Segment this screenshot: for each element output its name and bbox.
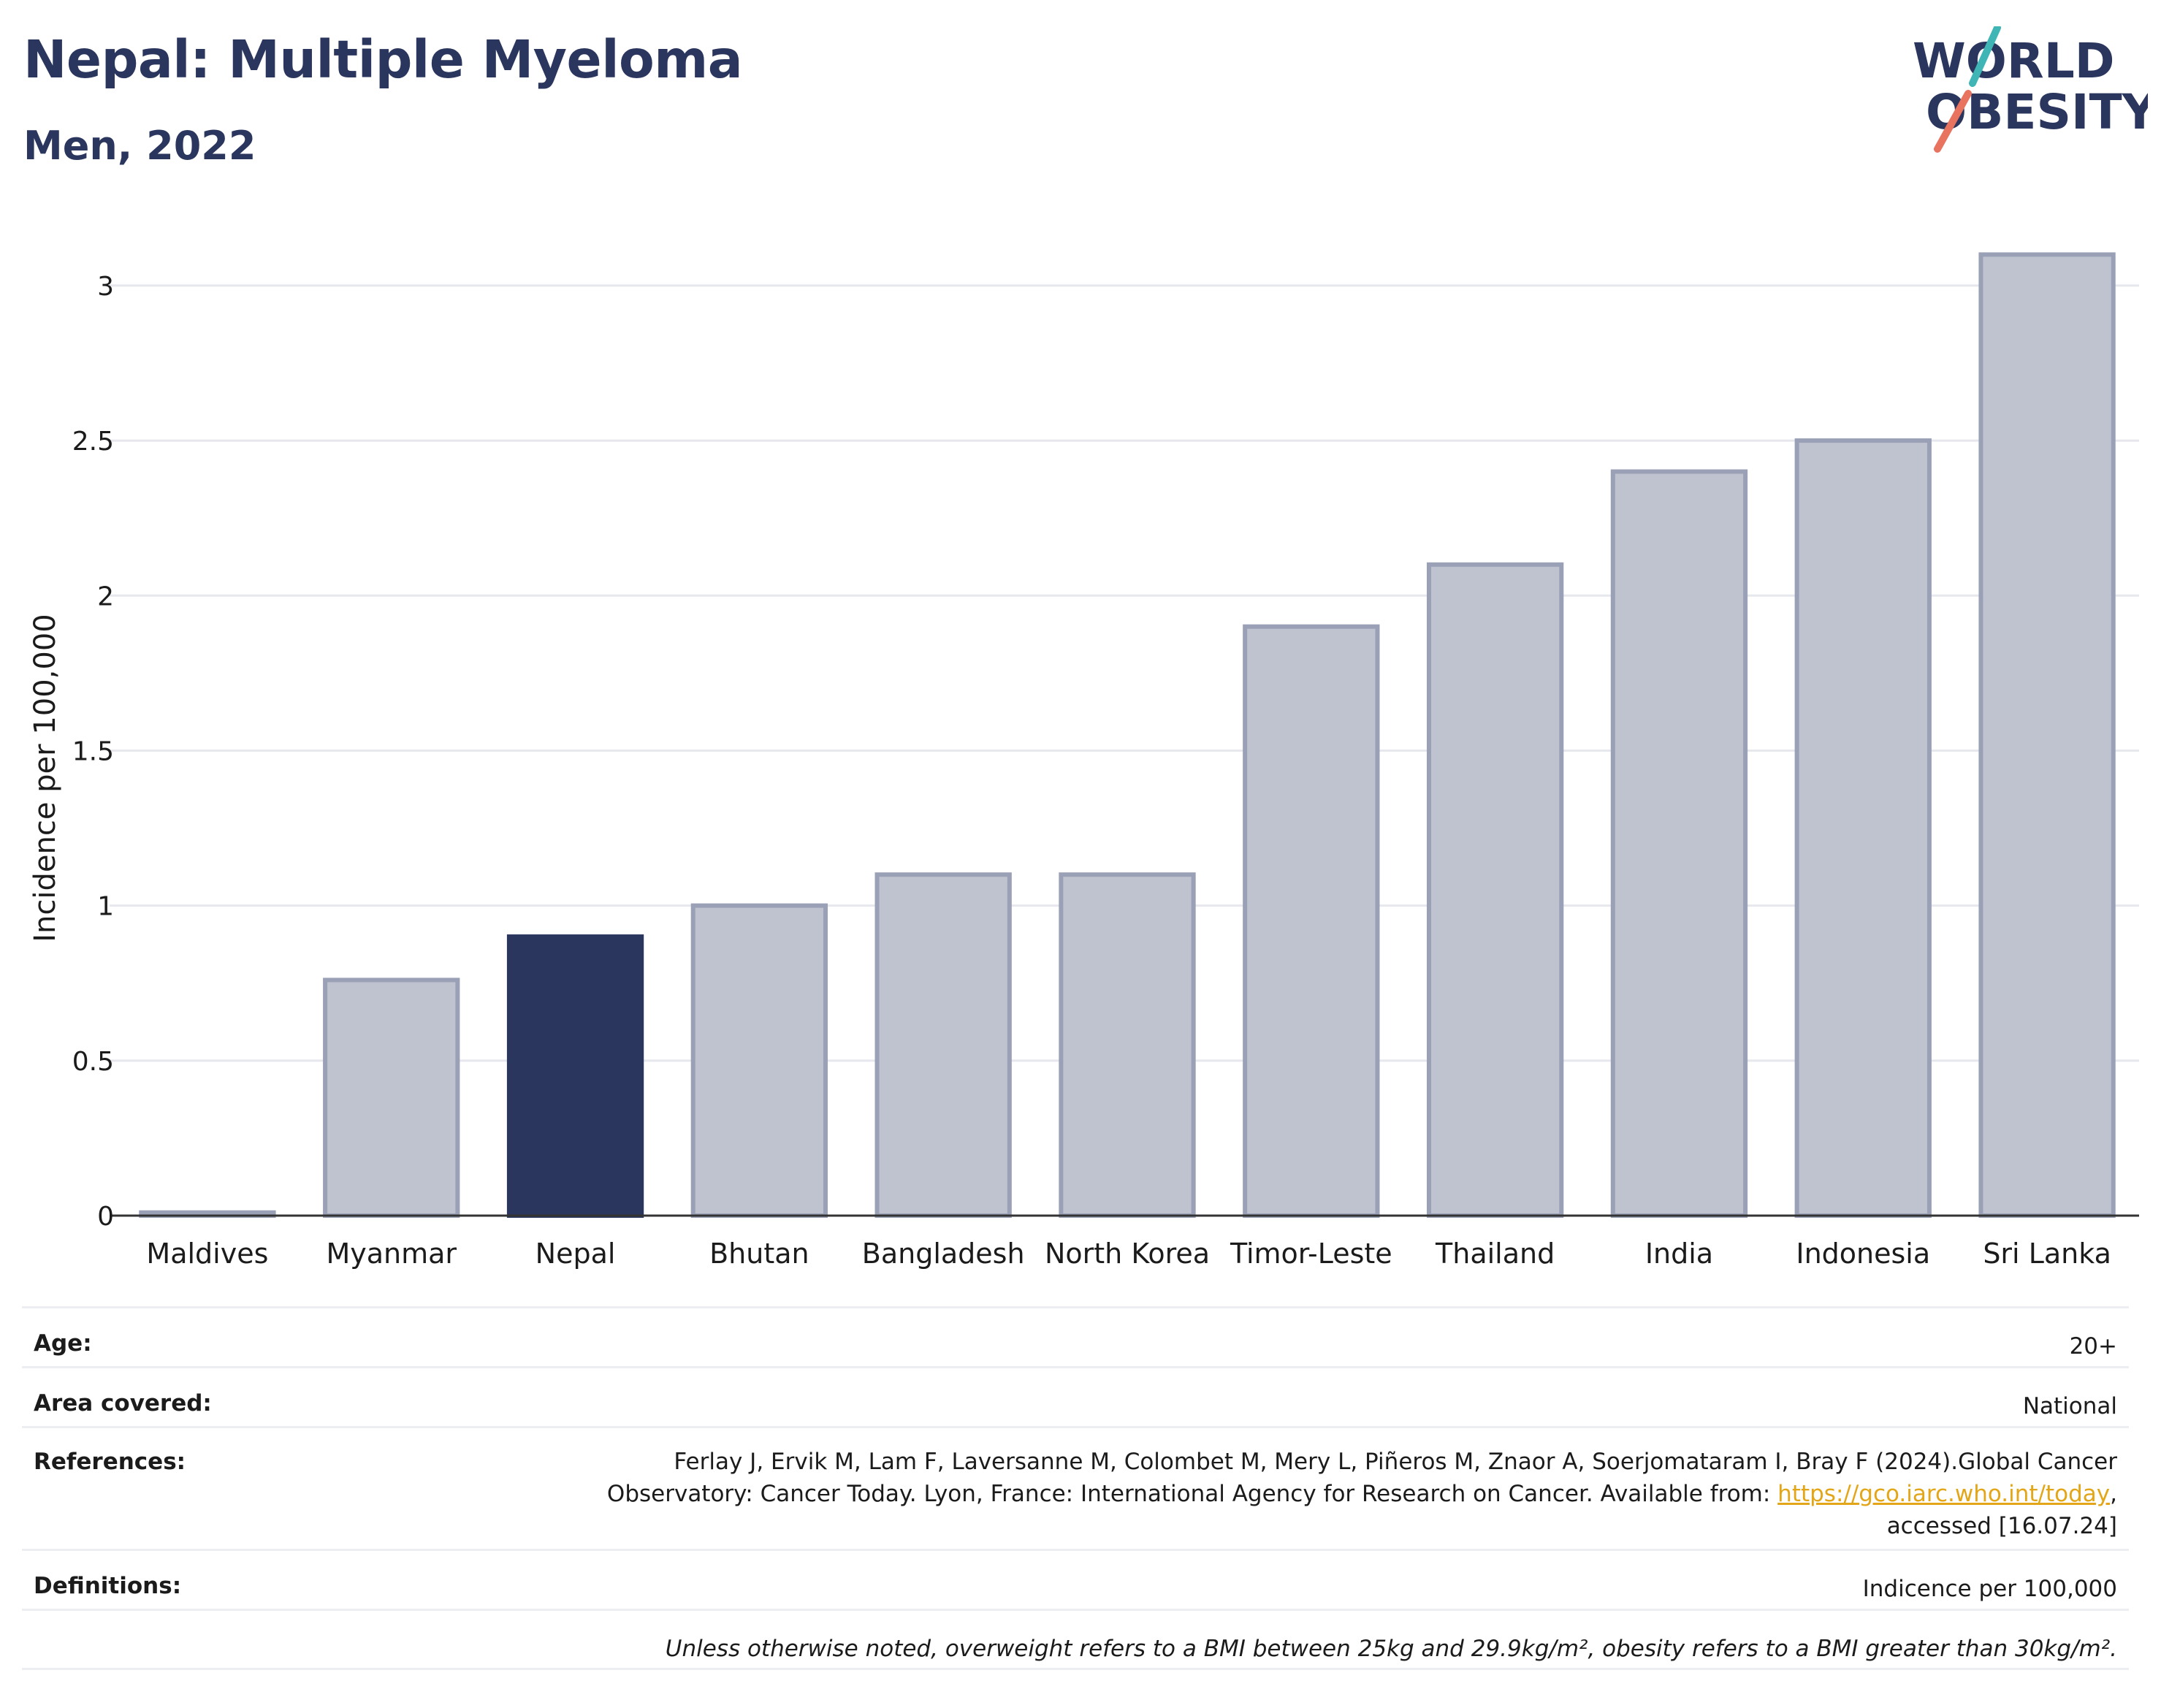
x-tick-label: India	[1645, 1238, 1713, 1270]
references-line2-tail: ,	[2110, 1481, 2117, 1507]
logo-slash-coral	[1934, 90, 1972, 153]
info-row-references: References: Ferlay J, Ervik M, Lam F, La…	[22, 1426, 2129, 1549]
world-obesity-logo: WORLD OBESITY	[1913, 26, 2148, 153]
bars	[139, 252, 2116, 1218]
references-value: Ferlay J, Ervik M, Lam F, Laversanne M, …	[607, 1446, 2117, 1542]
bar-chart: 0 0.5 1 1.5 2 2.5 3 Maldives Myanmar Nepal Bhutan…	[28, 252, 2139, 1270]
bar-bangladesh	[874, 872, 1012, 1218]
x-tick-labels: Maldives Myanmar Nepal Bhutan Bangladesh Nort…	[146, 1238, 2111, 1270]
x-tick-label: North Korea	[1045, 1238, 1210, 1270]
y-axis-label: Incidence per 100,000	[28, 614, 62, 942]
y-tick-label: 0	[97, 1202, 114, 1232]
x-tick-label: Myanmar	[326, 1238, 457, 1270]
x-tick-label: Thailand	[1435, 1238, 1555, 1270]
y-tick-label: 1	[97, 892, 114, 922]
bar-indonesia	[1794, 438, 1932, 1218]
definitions-label: Definitions:	[34, 1573, 182, 1599]
definitions-value: Indicence per 100,000	[1862, 1576, 2117, 1602]
area-value: National	[2022, 1393, 2117, 1419]
references-link[interactable]: https://gco.iarc.who.int/today	[1777, 1481, 2111, 1507]
info-row-area: Area covered: National	[22, 1366, 2129, 1426]
age-value: 20+	[2069, 1333, 2117, 1360]
bar-sri-lanka	[1978, 252, 2116, 1218]
age-label: Age:	[34, 1330, 92, 1357]
x-tick-label: Maldives	[146, 1238, 268, 1270]
x-tick-label: Nepal	[536, 1238, 616, 1270]
bar-timor-leste	[1243, 624, 1380, 1218]
references-line1: Ferlay J, Ervik M, Lam F, Laversanne M, …	[674, 1449, 2117, 1475]
chart-title: Nepal: Multiple Myeloma	[23, 29, 743, 90]
x-tick-label: Timor-Leste	[1230, 1238, 1392, 1270]
y-tick-label: 3	[97, 272, 114, 302]
chart-subtitle: Men, 2022	[23, 123, 256, 169]
references-label: References:	[34, 1449, 186, 1475]
info-row-footnote: Unless otherwise noted, overweight refer…	[22, 1609, 2129, 1670]
y-tick-label: 2	[97, 582, 114, 611]
bar-india	[1610, 469, 1748, 1218]
logo-slash-teal	[1969, 26, 2001, 87]
y-tick-labels: 0 0.5 1 1.5 2 2.5 3	[72, 272, 114, 1232]
bar-bhutan	[690, 903, 828, 1218]
bar-thailand	[1426, 562, 1564, 1218]
footnote: Unless otherwise noted, overweight refer…	[665, 1636, 2117, 1662]
references-line2-text: Observatory: Cancer Today. Lyon, France:…	[606, 1481, 1778, 1507]
info-row-definitions: Definitions: Indicence per 100,000	[22, 1549, 2129, 1609]
bar-north-korea	[1059, 872, 1196, 1218]
logo-line1: WORLD	[1913, 33, 2115, 89]
y-tick-label: 2.5	[72, 427, 114, 457]
x-tick-label: Indonesia	[1796, 1238, 1930, 1270]
x-tick-label: Bhutan	[709, 1238, 809, 1270]
y-tick-label: 0.5	[72, 1047, 114, 1077]
y-tick-label: 1.5	[72, 736, 114, 766]
info-row-age: Age: 20+	[22, 1306, 2129, 1366]
area-label: Area covered:	[34, 1390, 212, 1417]
x-tick-label: Bangladesh	[862, 1238, 1025, 1270]
bar-myanmar	[323, 977, 460, 1218]
info-table: Age: 20+ Area covered: National Referenc…	[22, 1306, 2129, 1670]
x-tick-label: Sri Lanka	[1983, 1238, 2111, 1270]
references-line2: Observatory: Cancer Today. Lyon, France:…	[607, 1478, 2117, 1510]
references-line3: accessed [16.07.24]	[1886, 1513, 2117, 1539]
bar-nepal	[506, 934, 644, 1218]
logo-line2: OBESITY	[1926, 84, 2148, 140]
